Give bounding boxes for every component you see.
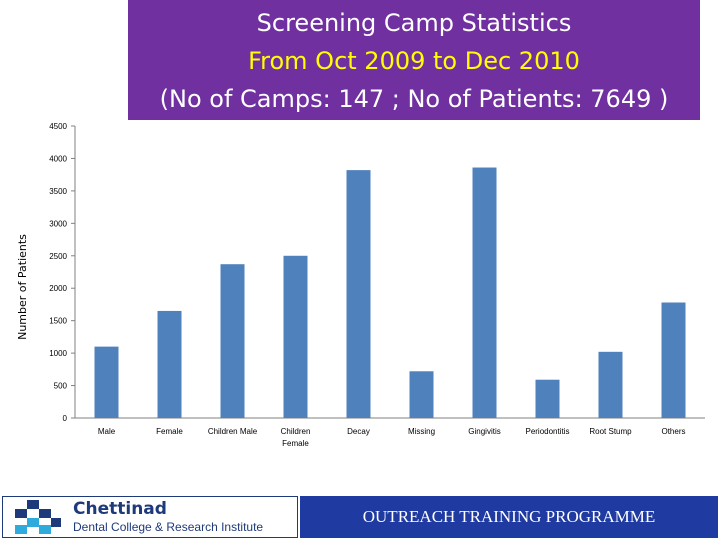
- logo-subtitle: Dental College & Research Institute: [73, 520, 264, 534]
- x-category-label-line: Periodontitis: [525, 427, 569, 436]
- y-tick-label: 0: [63, 414, 68, 423]
- x-category-label-line: Decay: [347, 427, 370, 436]
- x-category-label-line: Children Male: [208, 427, 258, 436]
- chart-title-box: Screening Camp Statistics From Oct 2009 …: [128, 0, 700, 120]
- outreach-banner: OUTREACH TRAINING PROGRAMME: [300, 496, 718, 538]
- x-category-label: Missing: [408, 427, 435, 436]
- x-category-label-line: Children: [281, 427, 311, 436]
- x-category-label-line: Root Stump: [589, 427, 632, 436]
- x-category-label-line: Female: [156, 427, 183, 436]
- x-category-label: Children Female: [281, 427, 311, 448]
- y-tick-label: 2500: [49, 252, 67, 261]
- x-category-label: Female: [156, 427, 183, 436]
- x-category-label-line: Female: [282, 439, 309, 448]
- x-category-label-line: Others: [661, 427, 685, 436]
- bar: [472, 167, 497, 418]
- x-category-label-line: Gingivitis: [468, 427, 500, 436]
- y-tick-label: 1000: [49, 349, 67, 358]
- x-category-label: Male: [98, 427, 116, 436]
- chart-subtitle-counts: (No of Camps: 147 ; No of Patients: 7649…: [159, 85, 669, 113]
- bar: [535, 379, 560, 418]
- y-tick-label: 2000: [49, 284, 67, 293]
- x-category-label: Gingivitis: [468, 427, 500, 436]
- x-axis-labels: Male Female Children Male Children Female Dec…: [98, 427, 686, 448]
- y-tick-label: 500: [54, 382, 68, 391]
- chart-title: Screening Camp Statistics: [256, 9, 572, 37]
- bar: [661, 302, 686, 418]
- y-tick-label: 4000: [49, 154, 67, 163]
- x-category-label: Others: [661, 427, 685, 436]
- y-tick-label: 4500: [49, 122, 67, 131]
- x-category-label-line: Male: [98, 427, 116, 436]
- bar-series: [94, 167, 686, 418]
- bar: [346, 170, 371, 418]
- x-category-label: Children Male: [208, 427, 258, 436]
- x-category-label: Periodontitis: [525, 427, 569, 436]
- bar: [157, 310, 182, 418]
- bar: [220, 264, 245, 418]
- y-tick-label: 1500: [49, 317, 67, 326]
- y-axis-label: Number of Patients: [16, 234, 29, 340]
- bar: [94, 346, 119, 418]
- logo-name: Chettinad: [73, 499, 167, 519]
- y-tick-label: 3500: [49, 187, 67, 196]
- x-category-label: Decay: [347, 427, 370, 436]
- cross-blocks-logo-icon: [15, 500, 61, 534]
- y-tick-label: 3000: [49, 219, 67, 228]
- college-logo: Chettinad Dental College & Research Inst…: [2, 496, 298, 538]
- bar: [283, 255, 308, 418]
- bar-chart: 0 500 1000 1500 2000 2500 3000 3500 4000 4500 Mal…: [16, 122, 705, 448]
- chart-subtitle-dates: From Oct 2009 to Dec 2010: [248, 47, 580, 75]
- x-category-label: Root Stump: [589, 427, 632, 436]
- bar: [409, 371, 434, 418]
- bar: [598, 351, 623, 418]
- x-category-label-line: Missing: [408, 427, 435, 436]
